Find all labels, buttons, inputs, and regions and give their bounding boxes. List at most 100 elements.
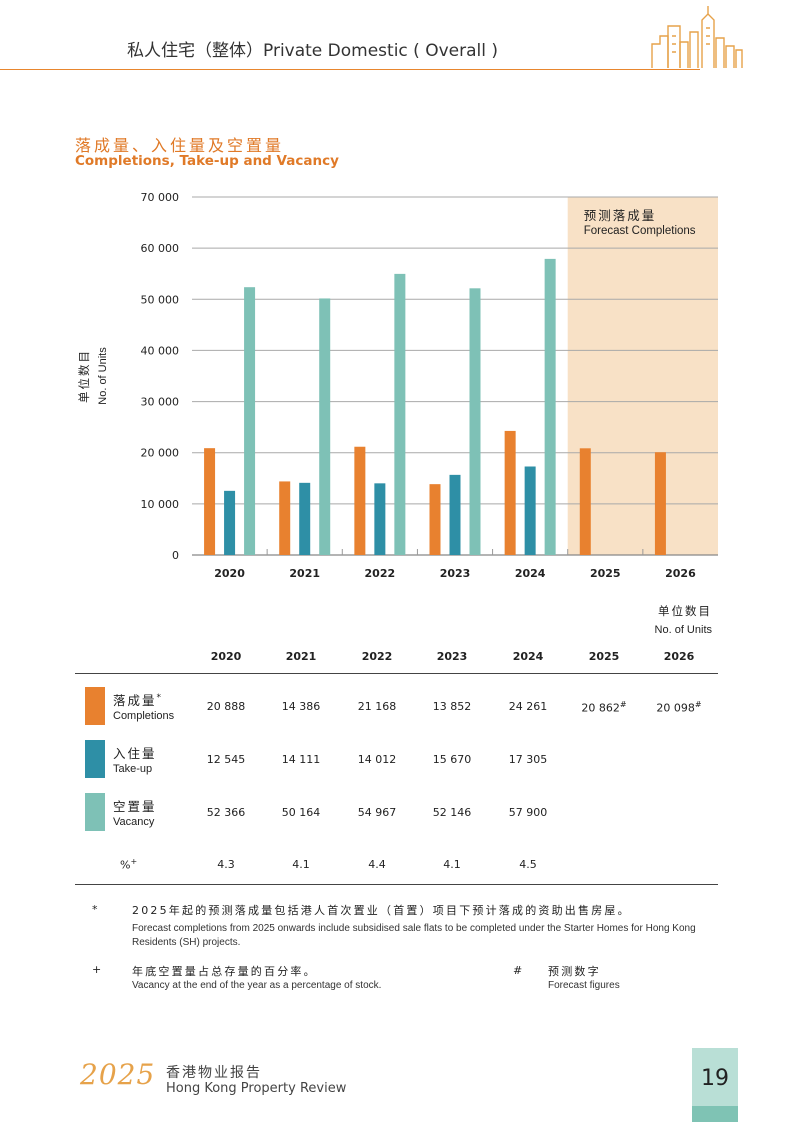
completions-takeup-vacancy-chart: 0 10 000 20 000 30 000 40 000 50 000 60 000 70 … [77, 191, 718, 580]
table-cell: 21 168 [357, 700, 397, 713]
footer-title-en: Hong Kong Property Review [166, 1081, 347, 1096]
table-cell: 20 888 [206, 700, 246, 713]
page-number: 19 [701, 1066, 729, 1091]
table-cell: 13 852 [432, 700, 472, 713]
table-cell: 14 111 [281, 753, 321, 766]
vacancy-swatch [85, 793, 105, 831]
table-units-zh: 单位数目 [658, 604, 712, 618]
bar-completions [354, 446, 366, 555]
y-tick-label: 20 000 [141, 447, 180, 460]
bar-vacancy [244, 287, 256, 555]
table-cell: 14 386 [281, 700, 321, 713]
bar-completions [504, 430, 516, 555]
x-tick-label: 2026 [665, 567, 696, 580]
row-label-vacancy-en: Vacancy [113, 816, 155, 828]
row-label-completions-zh: 落成量* [113, 692, 164, 708]
row-label-vacancy-zh: 空置量 [113, 799, 157, 814]
x-tick-label: 2025 [590, 567, 621, 580]
section-title-en: Completions, Take-up and Vacancy [75, 153, 339, 169]
takeup-swatch [85, 740, 105, 778]
row-label-takeup-zh: 入住量 [113, 746, 157, 761]
table-cell: 24 261 [508, 700, 548, 713]
table-cell: 4.1 [292, 858, 310, 871]
footer-title-zh: 香港物业报告 [166, 1065, 262, 1081]
table-year-header: 2024 [512, 650, 544, 663]
bar-takeup [524, 466, 536, 555]
table-top-rule [75, 673, 718, 674]
forecast-label-en: Forecast Completions [584, 225, 696, 237]
bar-vacancy [544, 258, 556, 555]
table-cell: 4.3 [217, 858, 235, 871]
table-cell: 52 146 [432, 806, 472, 819]
table-cell: 12 545 [206, 753, 246, 766]
note-star-symbol: * [92, 903, 98, 916]
bar-completions [579, 448, 591, 555]
x-tick-label: 2024 [515, 567, 546, 580]
note-hash-symbol: # [513, 964, 523, 977]
note-star-zh: 2025年起的预测落成量包括港人首次置业（首置）项目下预计落成的资助出售房屋。 [132, 904, 631, 917]
table-cell: 20 862# [581, 700, 627, 715]
note-hash-en: Forecast figures [548, 980, 620, 991]
y-tick-label: 30 000 [141, 396, 180, 409]
bar-completions [654, 452, 666, 555]
y-axis-label-en: No. of Units [97, 347, 109, 405]
table-units-en: No. of Units [654, 624, 712, 636]
bar-takeup [299, 482, 311, 555]
bar-vacancy [469, 288, 481, 555]
header-divider [0, 69, 700, 70]
table-cell: 14 012 [357, 753, 397, 766]
table-cell: 54 967 [357, 806, 397, 819]
x-tick-label: 2020 [214, 567, 245, 580]
table-cell: 50 164 [281, 806, 321, 819]
table-cell: 4.4 [368, 858, 386, 871]
x-tick-label: 2021 [289, 567, 320, 580]
table-cell: 17 305 [508, 753, 548, 766]
table-year-header: 2020 [210, 650, 242, 663]
table-cell: 15 670 [432, 753, 472, 766]
table-cell: 20 098# [656, 700, 702, 715]
y-axis-label-zh: 单位数目 [77, 349, 91, 403]
table-units-label: 单位数目 No. of Units [640, 602, 712, 640]
footer-year-logo: 2025 [80, 1058, 156, 1091]
y-tick-label: 50 000 [141, 293, 180, 306]
completions-swatch [85, 687, 105, 725]
row-label-completions-en: Completions [113, 710, 175, 722]
table-bottom-rule [75, 884, 718, 885]
y-tick-label: 40 000 [141, 344, 180, 357]
bar-vacancy [319, 298, 331, 555]
table-year-header: 2023 [436, 650, 468, 663]
note-plus-en: Vacancy at the end of the year as a perc… [132, 980, 382, 991]
table-cell: 52 366 [206, 806, 246, 819]
city-skyline-icon [651, 6, 743, 68]
note-star-en: Forecast completions from 2025 onwards i… [132, 923, 696, 948]
row-label-pct: %+ [120, 857, 138, 872]
y-tick-label: 60 000 [141, 242, 180, 255]
note-hash-zh: 预测数字 [548, 965, 601, 978]
bar-takeup [449, 474, 461, 555]
forecast-region [567, 197, 718, 555]
y-tick-label: 10 000 [141, 498, 180, 511]
x-tick-label: 2022 [365, 567, 396, 580]
y-tick-label: 70 000 [141, 191, 180, 204]
table-year-header: 2022 [361, 650, 393, 663]
bar-takeup [374, 483, 386, 555]
bar-completions [204, 448, 216, 555]
note-plus-zh: 年底空置量占总存量的百分率。 [132, 965, 317, 978]
table-cell: 4.5 [519, 858, 537, 871]
bar-vacancy [394, 273, 406, 555]
table-cell: 4.1 [443, 858, 461, 871]
y-tick-label: 0 [172, 549, 179, 562]
bar-completions [429, 484, 441, 555]
page-number-strip [692, 1106, 738, 1122]
table-year-header: 2025 [588, 650, 620, 663]
row-label-takeup-en: Take-up [113, 763, 153, 775]
section-title-zh: 落成量、入住量及空置量 [75, 136, 285, 155]
note-plus-symbol: + [92, 963, 102, 976]
table-cell: 57 900 [508, 806, 548, 819]
forecast-label-zh: 预测落成量 [584, 208, 657, 223]
page-header-title: 私人住宅（整体）Private Domestic ( Overall ) [127, 41, 499, 61]
x-tick-label: 2023 [440, 567, 471, 580]
table-year-header: 2021 [285, 650, 317, 663]
table-year-header: 2026 [663, 650, 695, 663]
bar-completions [279, 481, 291, 555]
